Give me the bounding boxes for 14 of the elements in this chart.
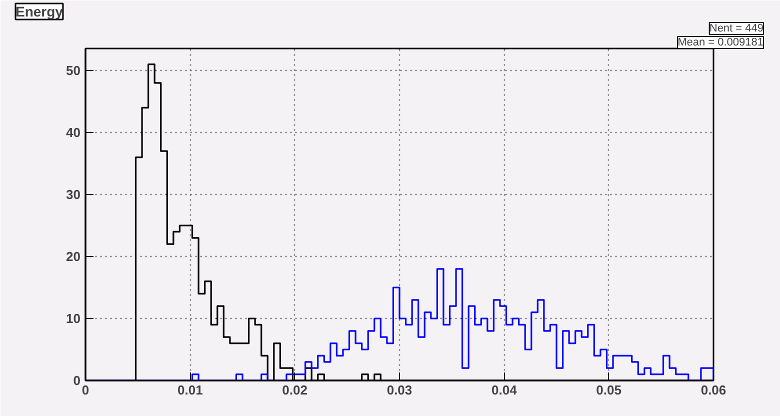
y-tick-label: 0 xyxy=(73,373,81,388)
x-tick-label: 0.05 xyxy=(596,382,622,398)
text: Nent = 449 xyxy=(709,22,764,34)
x-tick-label: 0.02 xyxy=(282,382,308,398)
x-tick-label: 0.01 xyxy=(178,382,203,398)
x-tick-label: 0.03 xyxy=(386,382,412,398)
y-tick-label: 40 xyxy=(66,125,81,140)
x-tick-label: 0.04 xyxy=(492,382,518,398)
annotation: Mean = 0.009181 xyxy=(678,36,764,48)
y-tick-label: 10 xyxy=(66,311,81,326)
y-tick-label: 20 xyxy=(66,249,81,264)
x-tick-label: 0.06 xyxy=(700,382,726,398)
y-tick-label: 30 xyxy=(66,187,81,202)
y-tick-label: 50 xyxy=(66,63,81,78)
